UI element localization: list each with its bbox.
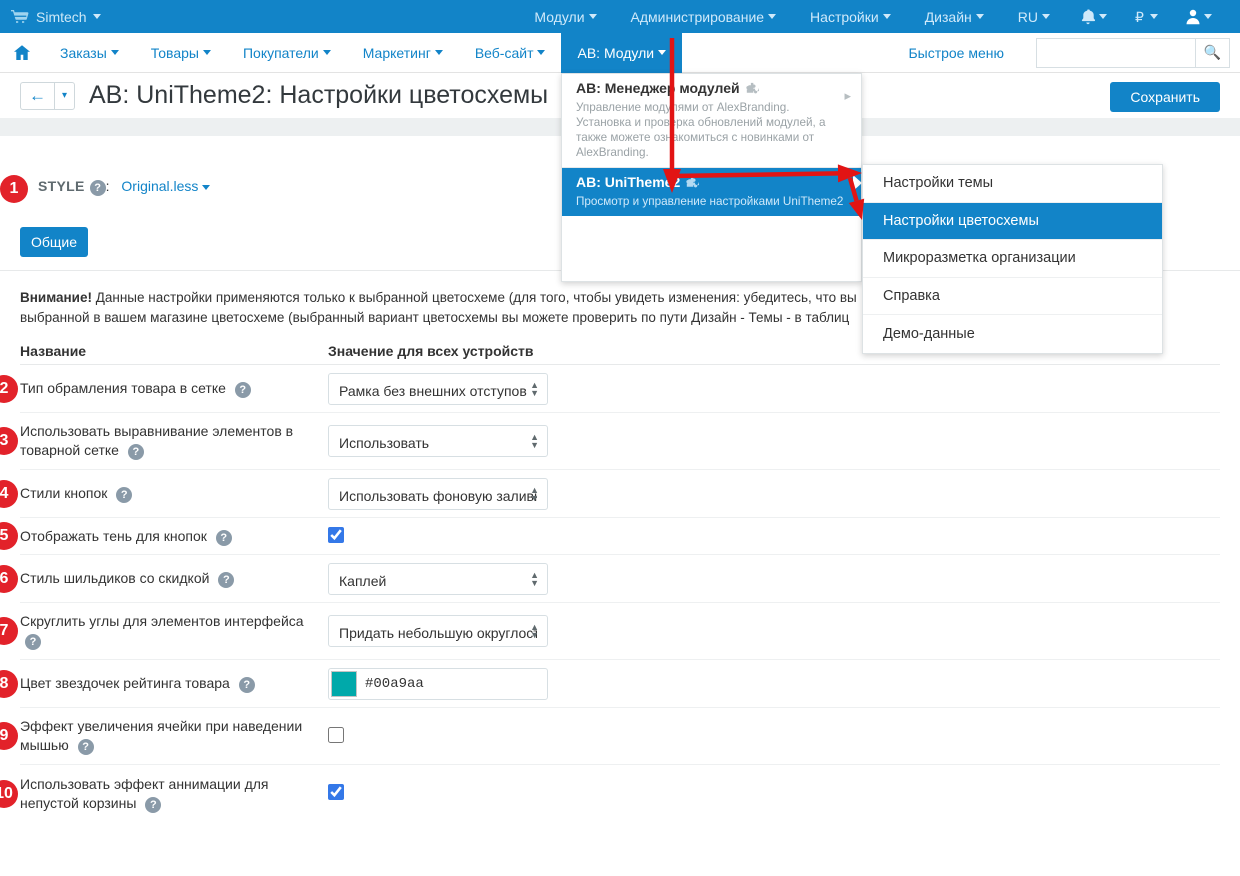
svg-text:₽: ₽ xyxy=(1135,9,1144,25)
